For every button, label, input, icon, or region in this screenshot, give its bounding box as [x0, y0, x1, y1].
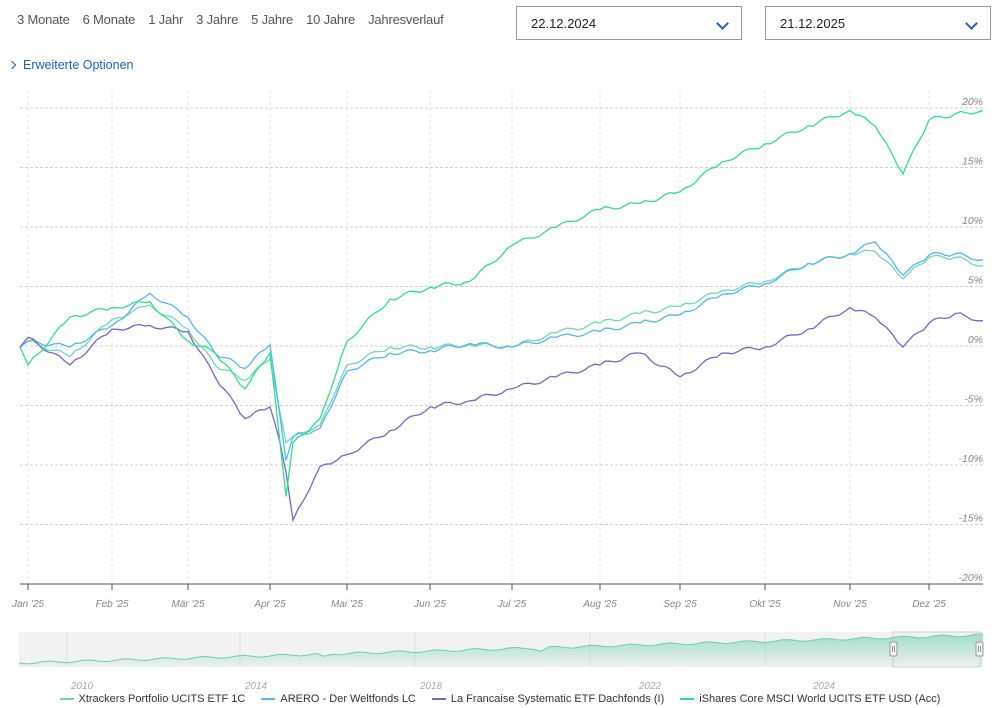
- navigator-year-label: 2022: [638, 681, 662, 692]
- x-tick-label: Nov '25: [833, 599, 867, 610]
- advanced-options-label: Erweiterte Optionen: [23, 58, 134, 72]
- legend-swatch: [261, 698, 276, 700]
- range-1-year[interactable]: 1 Jahr: [148, 12, 184, 27]
- legend-swatch: [680, 698, 695, 700]
- range-6-months[interactable]: 6 Monate: [82, 12, 136, 27]
- y-tick-label: 20%: [961, 96, 983, 108]
- legend-swatch: [59, 698, 74, 700]
- date-to-select[interactable]: 21.12.2025: [765, 6, 991, 40]
- x-tick-label: Okt '25: [749, 599, 781, 610]
- x-tick-label: Apr '25: [253, 599, 286, 610]
- y-tick-label: 0%: [968, 334, 983, 346]
- y-axis-labels: 20% 15% 10% 5% 0% -5% -10% -15% -20%: [958, 96, 983, 584]
- y-tick-label: 10%: [962, 215, 983, 227]
- x-tick-label: Feb '25: [95, 599, 128, 610]
- navigator-year-label: 2014: [244, 681, 268, 692]
- range-10-years[interactable]: 10 Jahre: [306, 12, 356, 27]
- y-tick-label: -15%: [958, 513, 983, 525]
- range-3-months[interactable]: 3 Monate: [17, 12, 70, 27]
- series-line: [19, 241, 984, 461]
- x-tick-label: Jun '25: [413, 599, 446, 610]
- x-tick-label: Mär '25: [171, 599, 204, 610]
- series-line: [19, 249, 984, 444]
- range-ytd[interactable]: Jahresverlauf: [368, 12, 444, 27]
- x-axis-ticks: Jan '25 Feb '25 Mär '25 Apr '25 Mai '25 Jun '…: [11, 584, 946, 610]
- legend-item-lafrancaise[interactable]: La Francaise Systematic ETF Dachfonds (I…: [431, 693, 665, 705]
- x-tick-label: Jan '25: [11, 599, 44, 610]
- navigator-selection[interactable]: [892, 631, 981, 668]
- date-from-select[interactable]: 22.12.2024: [516, 6, 742, 40]
- range-button-group: 3 Monate 6 Monate 1 Jahr 3 Jahre 5 Jahre…: [17, 12, 457, 27]
- legend: Xtrackers Portfolio UCITS ETF 1C ARERO -…: [0, 693, 1000, 705]
- y-tick-label: -5%: [964, 394, 983, 406]
- series-line: [19, 109, 984, 497]
- chevron-down-icon: [965, 17, 978, 30]
- y-tick-label: -20%: [958, 572, 983, 584]
- advanced-options-link[interactable]: Erweiterte Optionen: [7, 58, 134, 72]
- navigator-handle-left[interactable]: [889, 641, 898, 657]
- series-lines: [19, 109, 984, 523]
- series-line: [19, 306, 984, 523]
- legend-label: ARERO - Der Weltfonds LC: [280, 693, 416, 705]
- legend-item-xtrackers[interactable]: Xtrackers Portfolio UCITS ETF 1C: [59, 693, 246, 705]
- x-tick-label: Aug '25: [582, 599, 617, 610]
- navigator-year-label: 2024: [812, 681, 836, 692]
- vertical-gridlines: [27, 90, 930, 584]
- y-tick-label: 15%: [962, 156, 983, 168]
- horizontal-gridlines: [20, 107, 983, 525]
- navigator-handle-right[interactable]: [975, 641, 984, 657]
- chevron-down-icon: [716, 17, 729, 30]
- legend-label: Xtrackers Portfolio UCITS ETF 1C: [78, 693, 246, 705]
- x-tick-label: Sep '25: [663, 599, 697, 610]
- navigator-year-label: 2018: [419, 681, 443, 692]
- navigator-year-label: 2010: [70, 681, 94, 692]
- chevron-right-icon: [7, 60, 17, 70]
- y-tick-label: -10%: [958, 453, 983, 465]
- range-5-years[interactable]: 5 Jahre: [251, 12, 294, 27]
- date-from-value: 22.12.2024: [531, 16, 597, 31]
- legend-item-ishares[interactable]: iShares Core MSCI World UCITS ETF USD (A…: [680, 693, 940, 705]
- x-tick-label: Dez '25: [912, 599, 946, 610]
- legend-item-arero[interactable]: ARERO - Der Weltfonds LC: [261, 693, 416, 705]
- legend-swatch: [431, 698, 446, 700]
- x-tick-label: Mai '25: [331, 599, 363, 610]
- range-3-years[interactable]: 3 Jahre: [196, 12, 239, 27]
- y-tick-label: 5%: [968, 275, 983, 287]
- x-tick-label: Jul '25: [497, 599, 527, 610]
- legend-label: iShares Core MSCI World UCITS ETF USD (A…: [699, 693, 941, 705]
- date-to-value: 21.12.2025: [780, 16, 846, 31]
- legend-label: La Francaise Systematic ETF Dachfonds (I…: [450, 693, 665, 705]
- navigator[interactable]: 2010 2014 2018 2022 2024: [18, 631, 984, 692]
